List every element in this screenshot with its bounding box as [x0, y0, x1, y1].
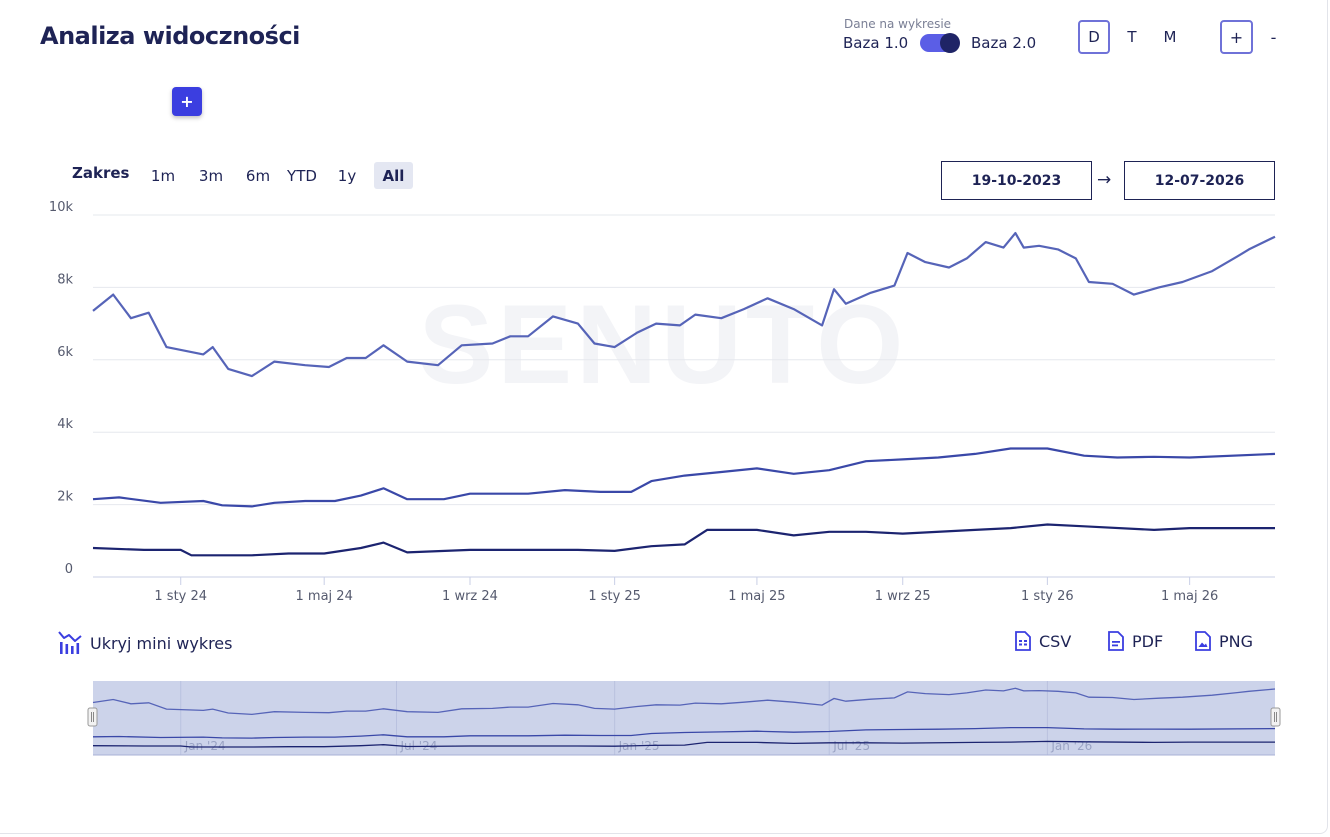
- zoom-in-button[interactable]: +: [1220, 20, 1253, 54]
- period-button-month[interactable]: M: [1163, 28, 1177, 46]
- csv-file-icon: [1015, 631, 1031, 651]
- x-tick-label: 1 maj 24: [296, 589, 353, 604]
- pdf-file-icon: [1108, 631, 1124, 651]
- range-button-1y[interactable]: 1y: [337, 166, 357, 185]
- page-title: Analiza widoczności: [40, 22, 300, 50]
- period-button-week[interactable]: T: [1127, 28, 1137, 46]
- toggle-label-baza-1[interactable]: Baza 1.0: [843, 34, 909, 52]
- export-csv-label: CSV: [1039, 631, 1072, 651]
- navigator-tick-label: Jan '26: [1050, 739, 1092, 753]
- x-tick-label: 1 wrz 24: [442, 589, 498, 604]
- navigator-tick-label: Jul '25: [832, 739, 870, 753]
- data-source-switch[interactable]: [920, 33, 960, 53]
- switch-knob: [940, 33, 960, 53]
- x-tick-label: 1 sty 26: [1021, 589, 1074, 604]
- y-tick-label: 10k: [49, 200, 74, 215]
- x-axis: 1 sty 24 1 maj 24 1 wrz 24 1 sty 25 1 maj 25…: [154, 577, 1218, 604]
- zoom-out-button[interactable]: -: [1270, 27, 1277, 47]
- export-pdf-button[interactable]: PDF: [1108, 631, 1163, 651]
- navigator-series-line-2: [92, 726, 1276, 739]
- y-axis: 0 2k 4k 6k 8k 10k: [49, 200, 74, 577]
- toggle-mini-chart-label: Ukryj mini wykres: [90, 633, 233, 653]
- x-tick-label: 1 maj 25: [728, 589, 785, 604]
- y-tick-label: 0: [65, 562, 73, 577]
- y-tick-label: 8k: [57, 272, 73, 287]
- export-csv-button[interactable]: CSV: [1015, 631, 1071, 651]
- y-tick-label: 4k: [57, 417, 73, 432]
- range-button-3m[interactable]: 3m: [198, 166, 224, 185]
- mini-chart-navigator[interactable]: Jan '24 Jul '24 Jan '25 Jul '25 Jan '26: [87, 681, 1281, 756]
- series-line-3: [92, 523, 1275, 557]
- bar-chart-icon: [58, 631, 82, 654]
- x-tick-label: 1 sty 25: [588, 589, 641, 604]
- navigator-series-line-3: [92, 740, 1275, 748]
- x-tick-label: 1 sty 24: [154, 589, 207, 604]
- date-to-input[interactable]: 12-07-2026: [1124, 161, 1275, 200]
- range-label: Zakres: [72, 164, 130, 182]
- navigator-right-handle[interactable]: [1270, 707, 1281, 727]
- watermark-text: SENUTO: [419, 282, 908, 407]
- navigator-series-line-1: [92, 687, 1276, 716]
- series-line-1: [92, 232, 1276, 378]
- png-file-icon: [1195, 631, 1211, 651]
- add-series-button[interactable]: +: [172, 87, 202, 116]
- x-tick-label: 1 maj 26: [1161, 589, 1218, 604]
- export-pdf-label: PDF: [1132, 631, 1164, 651]
- date-range-arrow: →: [1097, 170, 1112, 190]
- chart-series: [92, 232, 1276, 557]
- x-tick-label: 1 wrz 25: [875, 589, 931, 604]
- range-button-1m[interactable]: 1m: [150, 166, 176, 185]
- range-button-all[interactable]: All: [374, 162, 413, 189]
- range-button-6m[interactable]: 6m: [245, 166, 271, 185]
- toggle-label-baza-2[interactable]: Baza 2.0: [971, 34, 1037, 52]
- toggle-caption: Dane na wykresie: [844, 17, 952, 31]
- y-tick-label: 6k: [57, 345, 73, 360]
- export-png-label: PNG: [1219, 631, 1254, 651]
- series-line-2: [92, 447, 1276, 508]
- navigator-selection[interactable]: [93, 681, 1275, 755]
- range-button-ytd[interactable]: YTD: [287, 166, 317, 185]
- toggle-mini-chart[interactable]: Ukryj mini wykres: [58, 630, 232, 656]
- export-png-button[interactable]: PNG: [1195, 631, 1253, 651]
- date-from-input[interactable]: 19-10-2023: [941, 161, 1092, 200]
- navigator-tick-label: Jan '24: [184, 739, 226, 753]
- chart-grid: [93, 214, 1275, 578]
- period-button-day[interactable]: D: [1078, 20, 1110, 54]
- navigator-left-handle[interactable]: [87, 707, 98, 727]
- y-tick-label: 2k: [57, 490, 73, 505]
